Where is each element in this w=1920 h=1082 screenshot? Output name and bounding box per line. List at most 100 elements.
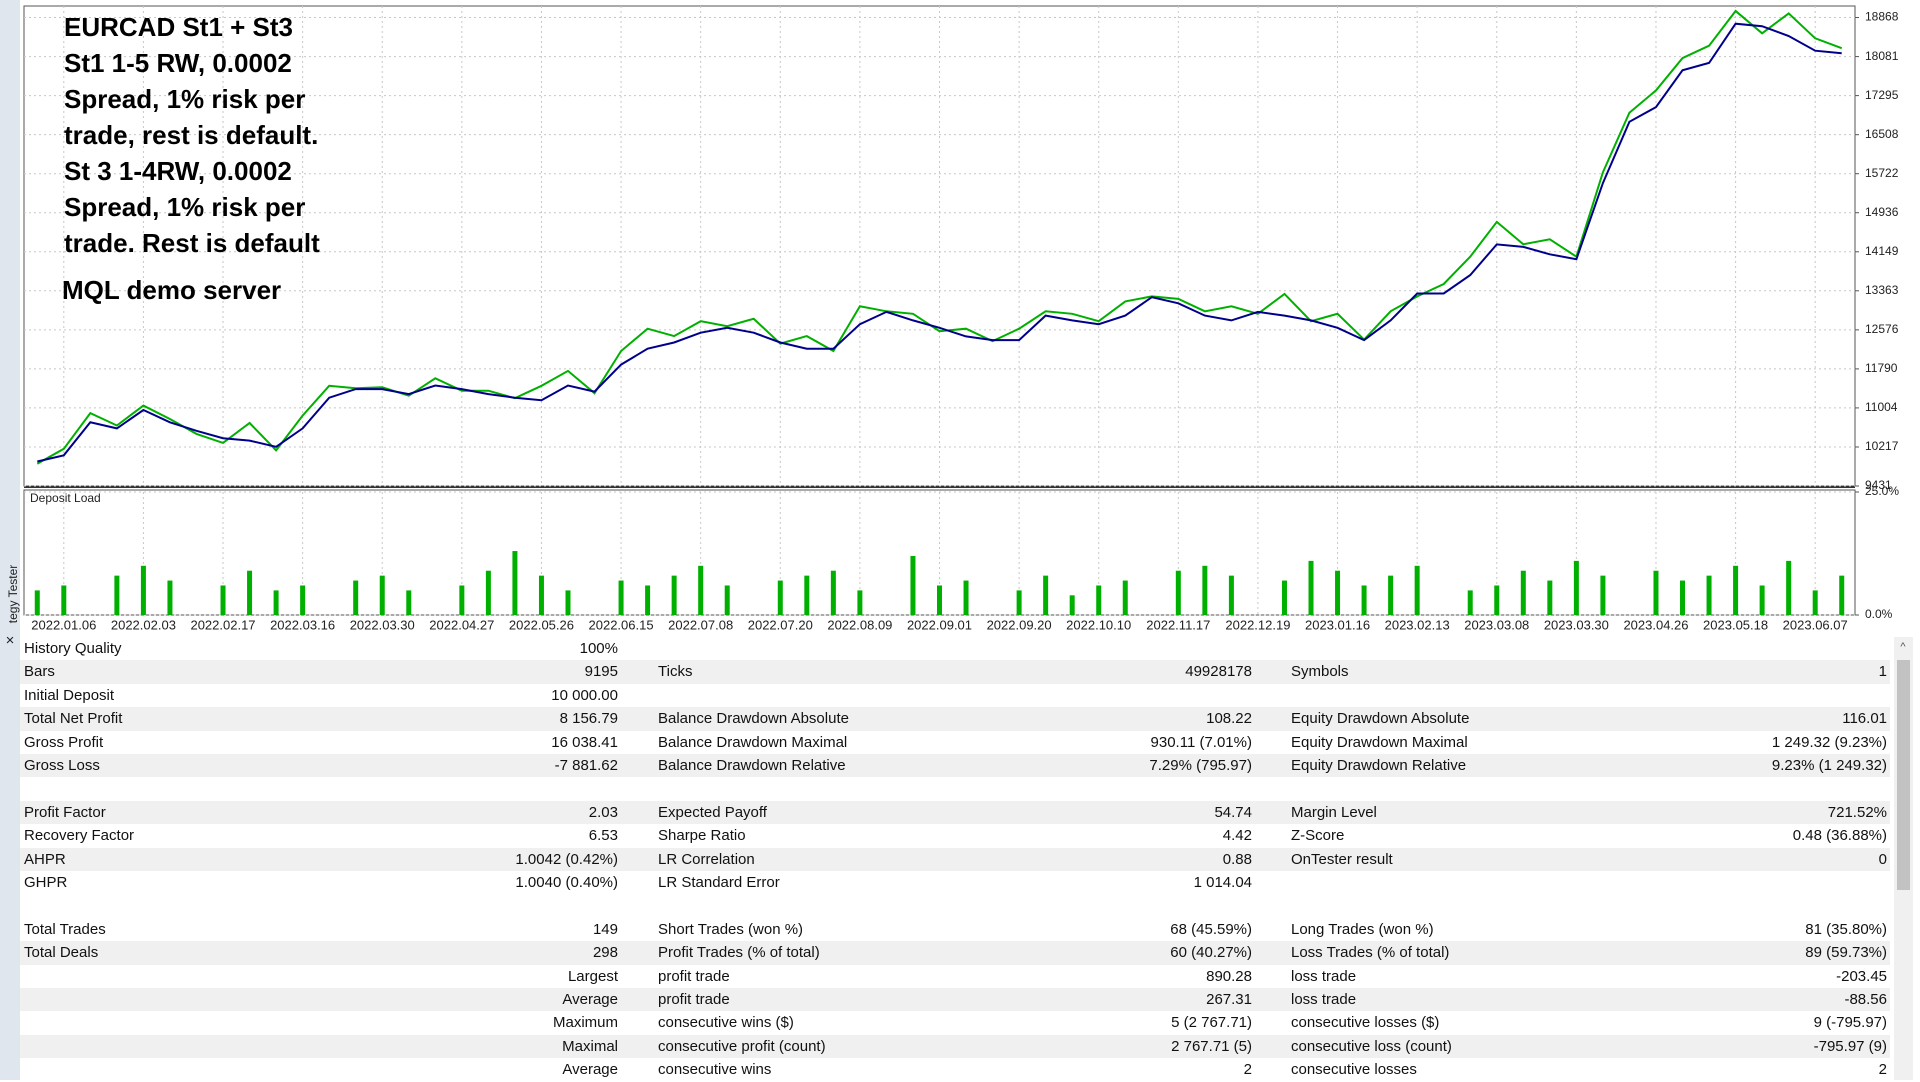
table-cell: consecutive profit (count) [658,1037,826,1055]
table-cell: Bars [24,663,55,681]
table-cell: OnTester result [1291,850,1393,868]
x-tick-label: 2022.12.19 [1225,617,1290,632]
table-row [20,683,1890,708]
table-cell: 8 156.79 [559,710,618,728]
y-tick-label: 14149 [1865,244,1899,258]
y-tick-label: 13363 [1865,283,1899,297]
deposit-bar [1706,575,1712,615]
table-cell: 9195 [584,663,618,681]
x-tick-label: 2022.02.17 [190,617,255,632]
table-cell: 890.28 [1206,967,1252,985]
deposit-bar [804,575,810,615]
deposit-bar [353,580,359,615]
y-tick-label: 15722 [1865,166,1899,180]
annotation: MQL demo server [62,275,281,305]
table-row [20,847,1890,871]
table-row [20,824,1890,848]
deposit-bar [273,590,279,615]
deposit-bar [1414,565,1420,615]
table-cell: Gross Profit [24,733,104,751]
table-cell: -88.56 [1844,991,1887,1008]
deposit-bar [1839,575,1845,615]
layer: 18868 18081 17295 16508 15722 14936 14149 13363… [24,6,1899,632]
x-tick-label: 2022.05.26 [509,617,574,632]
table-cell: 100% [579,640,618,657]
table-cell: Sharpe Ratio [658,827,746,845]
table-cell: LR Standard Error [658,874,780,891]
table-cell: History Quality [24,640,122,657]
table-cell: 2 767.71 (5) [1171,1037,1252,1055]
deposit-bar [1228,575,1234,615]
table-cell: Profit Trades (% of total) [658,944,820,962]
table-row [20,871,1890,895]
table-cell: Initial Deposit [24,686,115,704]
deposit-bar [1600,575,1606,615]
table-cell: 108.22 [1206,710,1252,728]
table-cell: 60 (40.27%) [1170,944,1252,962]
table-row [20,637,1890,661]
table-cell: Average [562,1061,618,1079]
y-tick-label: 25.0% [1865,484,1899,498]
table-cell: 2 [1243,1061,1252,1079]
table-cell: Total Deals [24,944,99,962]
table-cell: AHPR [24,850,66,868]
scroll-up[interactable]: ^ [1900,641,1906,653]
table-cell: Loss Trades (% of total) [1291,944,1450,962]
deposit-bar [538,575,544,615]
deposit-bar [140,565,146,615]
table-cell: 116.01 [1842,710,1887,728]
deposit-bar [1308,560,1314,615]
deposit-bar [34,590,40,615]
table-cell: GHPR [24,874,68,891]
annotation: trade, rest is default. [64,120,318,150]
deposit-bar [1547,580,1553,615]
deposit-bar [724,585,730,615]
table-cell: loss trade [1291,967,1357,985]
table-row [20,754,1890,778]
y-tick-label: 18081 [1865,49,1899,63]
table-cell: 5 (2 767.71) [1171,1014,1252,1032]
deposit-bar [618,580,624,615]
deposit-bar [565,590,571,615]
table-row [20,941,1890,965]
table-cell: Z-Score [1291,827,1345,845]
y-tick-label: 11790 [1865,361,1898,375]
table-cell: consecutive losses ($) [1291,1014,1440,1032]
scroll-thumb[interactable] [1897,660,1910,890]
deposit-bar [963,580,969,615]
table-row [20,1034,1890,1059]
deposit-bar [1653,570,1659,615]
deposit-bar [1494,585,1500,615]
table-cell: Expected Payoff [658,803,767,821]
y-tick-label: 11004 [1865,400,1898,414]
table-cell: 2 [1878,1061,1887,1079]
deposit-bar [671,575,677,615]
deposit-bar [645,585,651,615]
table-cell: Gross Loss [24,757,100,774]
table-cell: Largest [567,967,618,985]
x-tick-label: 2022.06.15 [589,617,654,632]
annotation: St 3 1-4RW, 0.0002 [64,156,292,186]
x-tick-label: 2023.02.13 [1385,617,1450,632]
deposit-bar [937,585,942,615]
table-cell: consecutive wins [658,1061,772,1079]
table-cell: Short Trades (won %) [658,920,804,938]
deposit-bar [485,570,491,615]
deposit-bar [1786,560,1792,615]
close-icon[interactable]: × [6,632,15,649]
deposit-bar [1680,580,1686,615]
table-cell: Balance Drawdown Relative [658,757,846,774]
table-cell: Maximum [552,1014,618,1032]
deposit-bar [777,580,783,615]
table-cell: 10 000.00 [551,686,618,704]
table-cell: 54.74 [1214,803,1252,821]
table-cell: Equity Drawdown Absolute [1291,710,1470,728]
deposit-bar [1281,580,1287,615]
x-tick-label: 2023.04.26 [1623,617,1688,632]
table-cell: 6.53 [588,827,618,845]
y-tick-label: 14936 [1865,205,1899,219]
annotation: Spread, 1% risk per [64,84,305,114]
table-cell: 9 (-795.97) [1813,1014,1887,1032]
